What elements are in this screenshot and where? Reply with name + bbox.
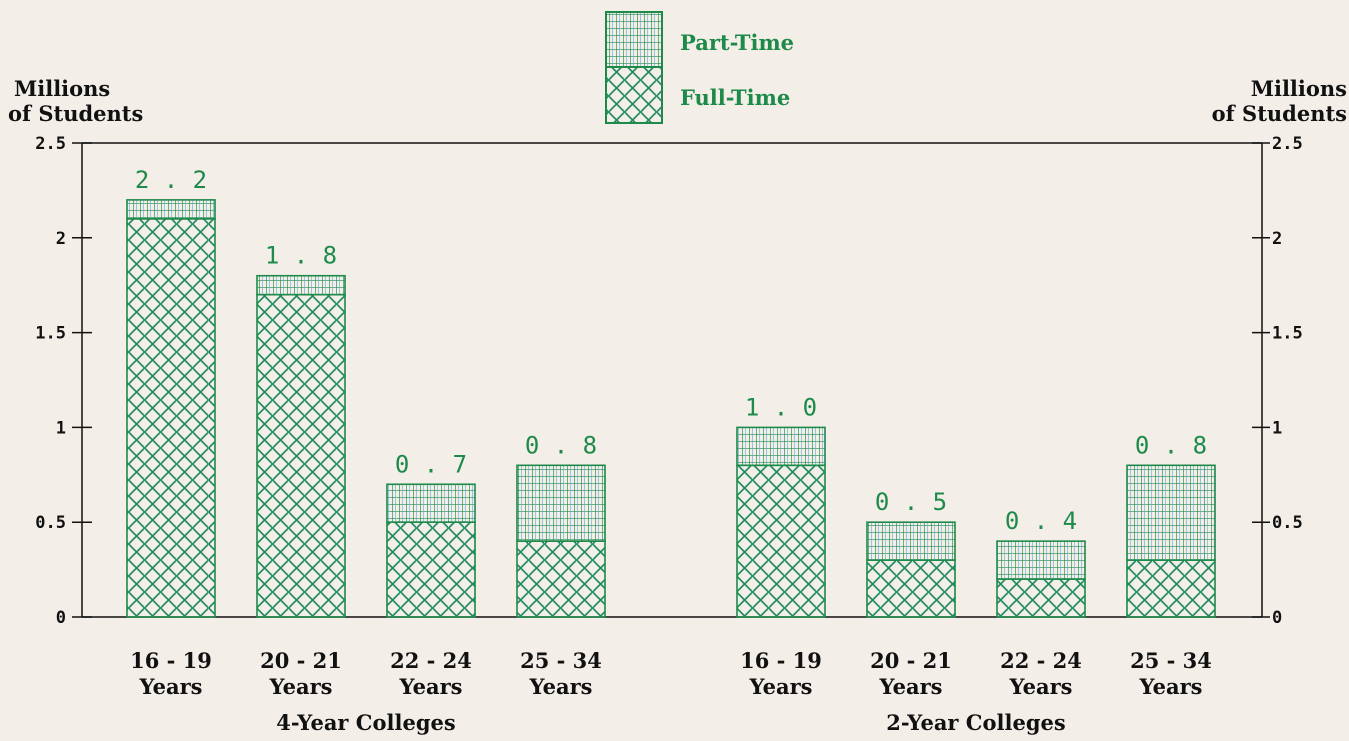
category-label-range: 25 - 34 <box>1130 648 1212 673</box>
bar-part-time <box>386 483 476 523</box>
y-tick-label-right: 0.5 <box>1272 513 1303 533</box>
bar-full-time <box>516 540 606 618</box>
category-label-range: 16 - 19 <box>740 648 822 673</box>
bar-total-label: 0 . 5 <box>875 488 947 516</box>
bar-full-time <box>996 578 1086 618</box>
legend: Part-Time Full-Time <box>605 11 794 124</box>
bar-full-time <box>126 218 216 618</box>
y-tick-label-right: 2.5 <box>1272 134 1303 154</box>
bar-part-time <box>516 464 606 542</box>
bar-total-label: 1 . 0 <box>745 393 817 421</box>
y-axis-left-title-line2: of Students <box>8 101 143 126</box>
y-axis-right-ticks: 0 0.5 1 1.5 2 2.5 <box>1252 134 1303 628</box>
y-tick-label-right: 1 <box>1272 418 1282 438</box>
y-tick-label-left: 2.5 <box>35 134 66 154</box>
y-tick-label-left: 2 <box>56 229 66 249</box>
category-label-range: 20 - 21 <box>260 648 342 673</box>
bar-full-time <box>256 293 346 618</box>
bar-part-time <box>1126 464 1216 561</box>
y-axis-left-ticks: 0 0.5 1 1.5 2 2.5 <box>35 134 92 628</box>
bar-total-label: 0 . 8 <box>1135 431 1207 459</box>
y-tick-label-left: 0.5 <box>35 513 66 533</box>
bar-part-time <box>996 540 1086 580</box>
category-label-years: Years <box>748 674 812 699</box>
y-axis-right-title-line2: of Students <box>1212 101 1347 126</box>
bar-full-time <box>736 464 826 618</box>
group-label: 2-Year Colleges <box>886 710 1065 735</box>
bar-part-time <box>126 199 216 220</box>
bar-full-time <box>1126 559 1216 618</box>
bar-total-label: 2 . 2 <box>135 166 207 194</box>
y-axis-left-title-line1: Millions <box>14 76 110 101</box>
category-label-years: Years <box>138 674 202 699</box>
category-label-years: Years <box>268 674 332 699</box>
bar-full-time <box>386 521 476 618</box>
y-tick-label-right: 1.5 <box>1272 324 1303 344</box>
category-label-range: 20 - 21 <box>870 648 952 673</box>
y-tick-label-left: 1.5 <box>35 324 66 344</box>
bar-part-time <box>256 274 346 296</box>
legend-part-time-label: Part-Time <box>680 30 794 55</box>
bars: 2 . 2 1 . 8 0 . 7 0 . 8 1 . 0 0 . 5 0 . 4 0 . 8 <box>126 166 1216 618</box>
bar-part-time <box>736 426 826 467</box>
bar-total-label: 1 . 8 <box>265 242 337 270</box>
y-axis-right-title-line1: Millions <box>1251 76 1347 101</box>
legend-full-time-label: Full-Time <box>680 85 790 110</box>
y-tick-label-right: 0 <box>1272 608 1282 628</box>
legend-part-time-swatch <box>605 11 663 68</box>
category-label-range: 16 - 19 <box>130 648 212 673</box>
category-label-years: Years <box>528 674 592 699</box>
legend-full-time-swatch <box>605 66 663 124</box>
y-tick-label-left: 1 <box>56 418 66 438</box>
bar-total-label: 0 . 8 <box>525 431 597 459</box>
category-label-range: 22 - 24 <box>390 648 472 673</box>
bar-total-label: 0 . 4 <box>1005 507 1077 535</box>
category-label-range: 25 - 34 <box>520 648 602 673</box>
category-label-years: Years <box>1008 674 1072 699</box>
group-label: 4-Year Colleges <box>276 710 455 735</box>
category-label-years: Years <box>398 674 462 699</box>
bar-part-time <box>866 521 956 561</box>
y-tick-label-right: 2 <box>1272 229 1282 249</box>
y-tick-label-left: 0 <box>56 608 66 628</box>
category-label-years: Years <box>1138 674 1202 699</box>
category-label-range: 22 - 24 <box>1000 648 1082 673</box>
bar-total-label: 0 . 7 <box>395 450 467 478</box>
bar-full-time <box>866 559 956 618</box>
category-label-years: Years <box>878 674 942 699</box>
